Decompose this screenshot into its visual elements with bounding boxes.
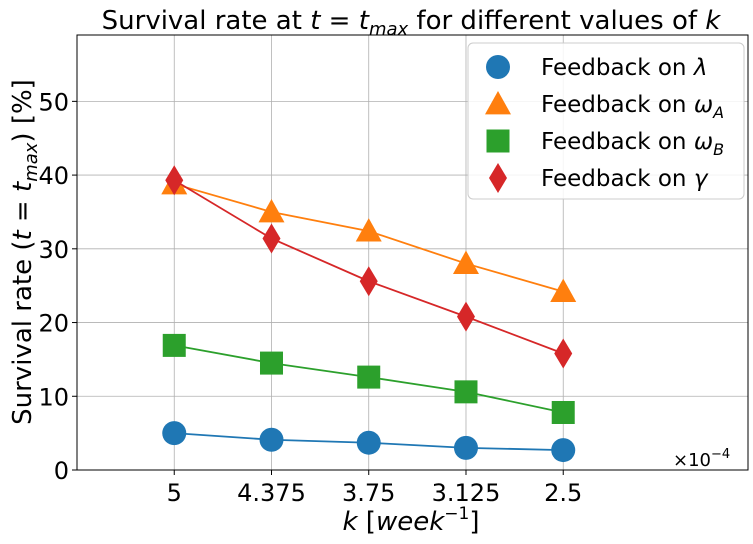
legend-marker-omega-a [485, 91, 511, 115]
x-axis-label: k [week−1] [342, 504, 479, 537]
data-point-gamma [262, 223, 281, 254]
series-gamma [165, 165, 573, 369]
data-point-omega-b [162, 333, 186, 357]
legend-label-lambda: Feedback on λ [541, 55, 707, 81]
y-tick-label: 10 [38, 383, 69, 411]
y-tick-label: 20 [38, 310, 69, 338]
data-point-omega-a [258, 198, 285, 223]
data-point-omega-b [357, 365, 381, 389]
data-point-lambda [259, 427, 284, 452]
data-point-omega-b [551, 400, 575, 424]
x-tick-label: 4.375 [237, 479, 306, 507]
x-tick-label: 3.75 [342, 479, 395, 507]
series-omega-b [162, 333, 575, 424]
legend-markers [485, 55, 511, 193]
y-axis-label: Survival rate (t = tmax) [%] [8, 79, 42, 425]
legend-label-omega-b: Feedback on ωB [541, 129, 724, 159]
data-point-omega-b [454, 380, 478, 404]
chart-title: Survival rate at t = tmax for different … [102, 6, 722, 40]
legend-marker-omega-b [486, 129, 510, 153]
data-point-omega-a [355, 218, 382, 242]
data-point-lambda [453, 435, 478, 460]
y-tick-label: 30 [38, 236, 69, 264]
data-point-omega-b [259, 351, 283, 375]
data-point-omega-a [550, 278, 577, 302]
legend-label-omega-a: Feedback on ωA [541, 92, 724, 122]
data-point-lambda [551, 438, 576, 463]
plot-area-frame [76, 34, 749, 471]
data-point-gamma [359, 266, 378, 297]
data-point-gamma [554, 338, 573, 369]
series-layer [161, 165, 577, 463]
data-point-omega-a [452, 250, 479, 274]
legend-marker-gamma [489, 163, 507, 193]
data-point-lambda [162, 421, 187, 446]
x-axis-multiplier: ×10−4 [673, 447, 730, 471]
legend-label-gamma: Feedback on γ [541, 166, 709, 192]
legend-marker-lambda [486, 55, 510, 79]
series-lambda [162, 421, 576, 463]
tick-layer: 5 4.375 3.75 3.125 2.5 0 10 20 30 40 50 [38, 88, 582, 507]
x-tick-label: 3.125 [432, 479, 501, 507]
x-tick-label: 5 [167, 479, 182, 507]
y-tick-label: 50 [38, 88, 69, 116]
data-point-gamma [165, 165, 184, 196]
y-tick-label: 40 [38, 162, 69, 190]
legend-frame [467, 42, 745, 200]
data-point-gamma [456, 301, 475, 332]
x-tick-label: 2.5 [544, 479, 582, 507]
data-point-lambda [356, 430, 381, 455]
y-tick-label: 0 [54, 457, 69, 485]
legend: Feedback on λ Feedback on ωA Feedback on… [467, 42, 745, 200]
